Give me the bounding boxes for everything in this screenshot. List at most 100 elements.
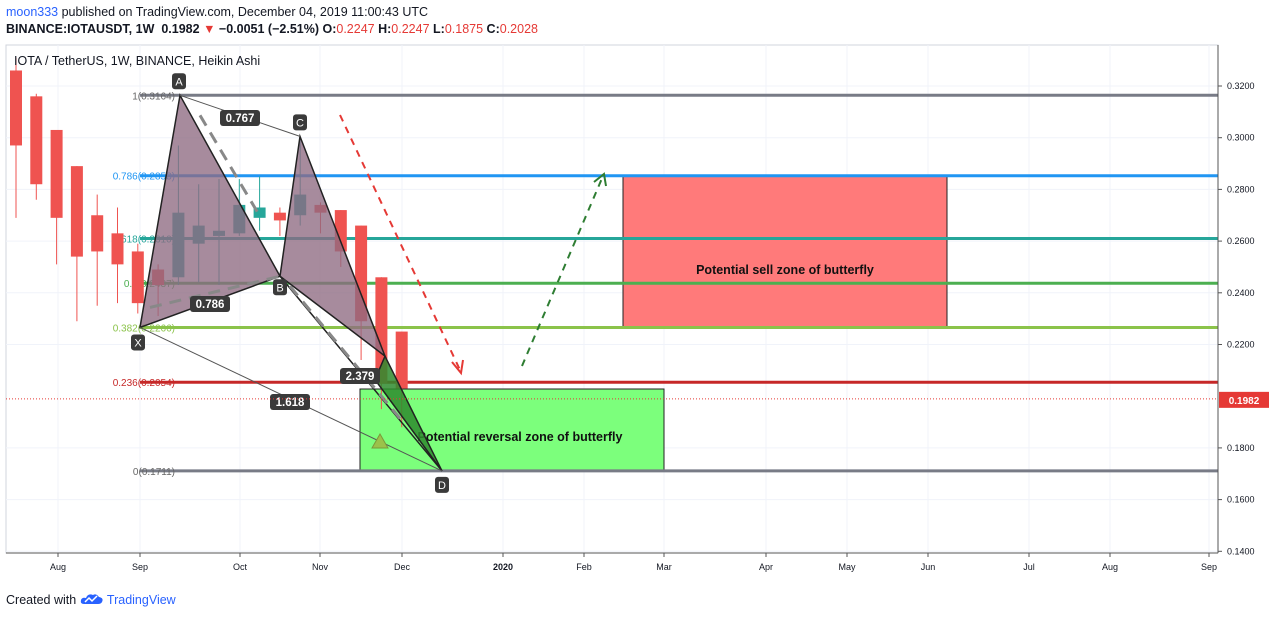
footer: Created with TradingView [6, 592, 176, 607]
point-label-c: C [293, 114, 307, 131]
tradingview-link[interactable]: TradingView [106, 593, 176, 607]
pattern-bcd-triangle [279, 133, 387, 359]
fib-label-1: 1(0.3164) [132, 91, 175, 102]
published-text: published on TradingView.com, December 0… [61, 5, 429, 19]
point-letter: A [175, 76, 183, 88]
author-link[interactable]: moon333 [6, 5, 59, 19]
high-value: 0.2247 [391, 22, 430, 36]
point-badge [293, 114, 307, 131]
x-tick-label: Feb [576, 562, 592, 572]
tradingview-cloud-icon [80, 594, 103, 604]
ratio-text: 1.618 [276, 397, 305, 409]
point-letter: C [296, 117, 304, 129]
reversal-zone-box [359, 388, 665, 472]
x-tick-label: May [838, 562, 856, 572]
ratio-label: 0.786 [190, 296, 230, 312]
x-tick-label: Jul [1023, 562, 1035, 572]
candle-body [111, 233, 124, 265]
ratio-label: 1.618 [270, 394, 310, 410]
last-price-text: 0.1982 [1229, 396, 1260, 407]
sell-zone-label: Potential sell zone of butterfly [696, 263, 874, 277]
ratio-badge [220, 110, 260, 126]
x-tick-label: Aug [1102, 562, 1118, 572]
pattern-d-leg [374, 354, 443, 472]
point-letter: D [438, 480, 446, 492]
y-tick-label: 0.3200 [1227, 81, 1255, 91]
harmonic-pattern: X A B C D 0.767 0.786 2.379 1.618 [131, 73, 449, 493]
candle-body [30, 96, 43, 185]
point-badge [131, 334, 145, 351]
bearish-arrow-head [451, 359, 464, 376]
x-tick-label: Aug [50, 562, 66, 572]
candle-body [253, 207, 266, 218]
bullish-arrow-line [521, 175, 604, 367]
point-label-d: D [435, 476, 449, 493]
ratio-text: 0.786 [196, 299, 225, 311]
candle-body [10, 70, 22, 146]
y-tick-label: 0.1400 [1227, 546, 1255, 556]
reversal-zone-label: Potential reversal zone of butterfly [418, 430, 623, 444]
x-tick-label: Nov [312, 562, 329, 572]
y-tick-label: 0.2200 [1227, 340, 1255, 350]
x-tick-label: Sep [1201, 562, 1217, 572]
chart-title: IOTA / TetherUS, 1W, BINANCE, Heikin Ash… [14, 54, 260, 68]
point-badge [172, 73, 186, 90]
ratio-text: 0.767 [226, 113, 255, 125]
symbol-label[interactable]: BINANCE:IOTAUSDT, 1W [6, 22, 155, 36]
point-label-x: X [131, 334, 145, 351]
y-tick-label: 0.3000 [1227, 133, 1255, 143]
fib-label-0: 0(0.1711) [133, 467, 175, 478]
point-letter: B [276, 282, 283, 294]
candle-body [91, 215, 104, 252]
candle-body [395, 331, 408, 389]
fib-label-0.618: 0.618(0.2610) [113, 235, 175, 246]
low-label: L: [433, 22, 445, 36]
high-label: H: [378, 22, 392, 36]
last-price-tag [1219, 391, 1269, 408]
x-tick-label: Jun [921, 562, 936, 572]
created-with-text: Created with [6, 593, 77, 607]
y-tick-label: 0.2400 [1227, 288, 1255, 298]
ratio-badge [190, 296, 230, 312]
point-letter: X [134, 337, 142, 349]
x-tick-label: 2020 [493, 562, 513, 572]
pattern-bd-dashed [288, 285, 404, 422]
price-value: 0.1982 [161, 22, 200, 36]
down-arrow-icon: ▼ [203, 22, 216, 36]
fib-label-0.786: 0.786(0.2853) [113, 172, 175, 183]
candle-body [70, 166, 83, 257]
close-label: C: [486, 22, 500, 36]
ratio-label: 2.379 [340, 368, 380, 384]
axes: Aug Sep Oct Nov Dec 2020 Feb Mar Apr May Jun Jul Aug… [6, 45, 1255, 572]
x-tick-label: Apr [759, 562, 773, 572]
y-tick-label: 0.2800 [1227, 184, 1255, 194]
point-badge [273, 279, 287, 296]
ratio-label: 0.767 [220, 110, 260, 126]
annotations: 0.1982 [6, 114, 1269, 408]
close-value: 0.2028 [499, 22, 538, 36]
point-label-a: A [172, 73, 186, 90]
x-tick-label: Sep [132, 562, 148, 572]
y-tick-label: 0.1800 [1227, 443, 1255, 453]
y-tick-label: 0.1600 [1227, 495, 1255, 505]
candle-body [273, 212, 286, 221]
open-label: O: [322, 22, 337, 36]
ratio-badge [340, 368, 380, 384]
ratio-badge [270, 394, 310, 410]
bearish-arrow-line [339, 114, 461, 371]
point-badge [435, 476, 449, 493]
zones: Potential sell zone of butterfly Potentia… [359, 175, 948, 472]
x-tick-label: Oct [233, 562, 248, 572]
x-tick-label: Dec [394, 562, 411, 572]
triangle-marker [371, 432, 389, 449]
bullish-arrow-head [593, 172, 607, 187]
candle-body [131, 251, 144, 304]
x-tick-label: Mar [656, 562, 672, 572]
sell-zone-box [622, 175, 948, 328]
point-label-b: B [273, 279, 287, 296]
pattern-xb-dashed [149, 274, 281, 309]
candle-body [50, 129, 63, 218]
open-value: 0.2247 [336, 22, 375, 36]
change-value: −0.0051 (−2.51%) [218, 22, 319, 36]
